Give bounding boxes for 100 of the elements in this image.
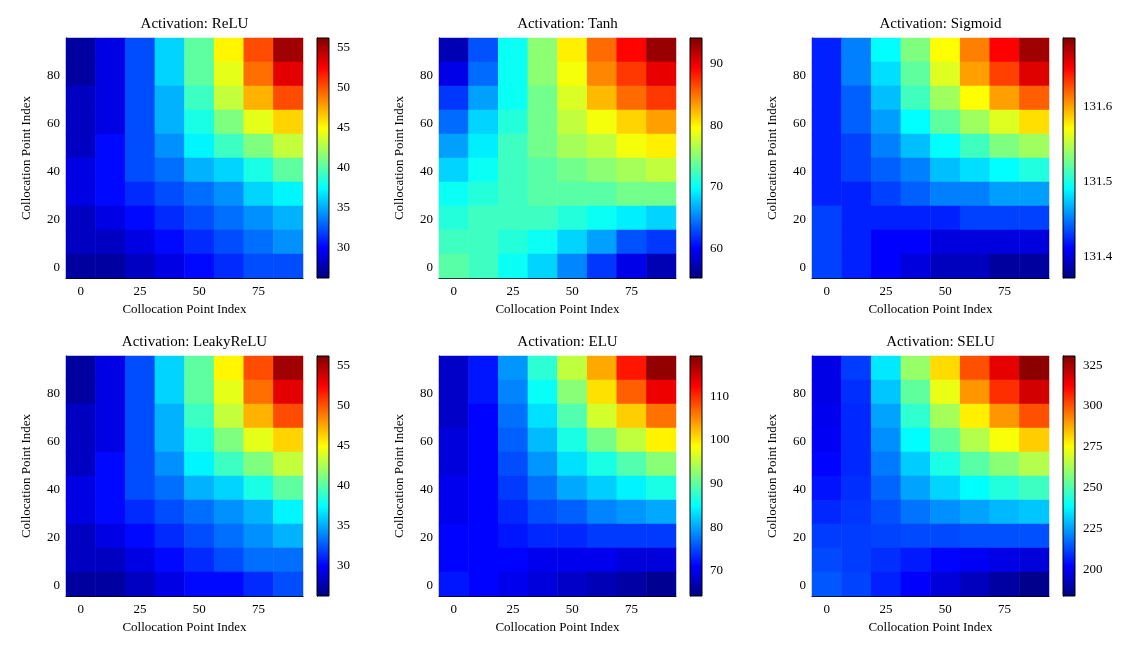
y-tick-label: 40: [420, 480, 433, 496]
x-tick-label: 25: [506, 601, 520, 616]
x-tick-label: 50: [192, 601, 206, 616]
y-tick-label: 60: [793, 432, 806, 448]
color-bar-label: 55: [337, 38, 350, 54]
color-bar-label: 45: [337, 436, 350, 452]
y-tick-label: 60: [47, 114, 60, 130]
x-tick-label: 0: [823, 601, 831, 616]
color-bar-label: 300: [1083, 397, 1103, 413]
x-tick-label: 25: [879, 283, 893, 298]
color-bar-label: 200: [1083, 560, 1103, 576]
color-bar-label: 35: [337, 516, 350, 532]
x-axis-title: Collocation Point Index: [868, 301, 994, 316]
y-tick-label: 20: [420, 528, 433, 544]
x-axis-title: Collocation Point Index: [495, 301, 621, 316]
y-tick-label: 40: [47, 480, 60, 496]
y-tick-label: 40: [793, 162, 806, 178]
y-tick-label: 80: [793, 66, 806, 82]
y-tick-label: 80: [47, 384, 60, 400]
color-bar-label: 50: [337, 396, 350, 412]
x-tick-label: 0: [450, 601, 458, 616]
color-bar-label: 30: [337, 238, 350, 254]
y-tick-label: 40: [420, 162, 433, 178]
color-bar-label: 45: [337, 118, 350, 134]
color-bar-label: 70: [710, 178, 723, 194]
color-bar-label: 131.6: [1083, 98, 1113, 113]
y-tick-label: 0: [426, 258, 433, 274]
y-tick-label: 40: [47, 162, 60, 178]
color-bar-label: 50: [337, 78, 350, 94]
x-tick-label: 25: [879, 601, 893, 616]
color-bar-label: 131.5: [1083, 173, 1113, 188]
x-tick-label: 50: [938, 283, 952, 298]
x-tick-label: 0: [823, 283, 831, 298]
color-bar-label: 70: [710, 562, 723, 578]
y-tick-label: 0: [799, 258, 806, 274]
y-tick-label: 60: [420, 114, 433, 130]
y-tick-label: 20: [47, 210, 60, 226]
x-tick-label: 50: [192, 283, 206, 298]
chart-title: Activation: Sigmoid: [879, 14, 1003, 31]
color-bar-label: 325: [1083, 356, 1103, 372]
chart-title: Activation: ELU: [517, 332, 618, 349]
color-bar-label: 275: [1083, 438, 1103, 454]
y-tick-label: 20: [47, 528, 60, 544]
y-tick-label: 80: [793, 384, 806, 400]
y-axis-title: Collocation Point Index: [764, 95, 779, 221]
y-tick-label: 60: [47, 432, 60, 448]
x-axis-title: Collocation Point Index: [495, 619, 621, 634]
chart-title: Activation: LeakyReLU: [121, 332, 268, 349]
x-tick-label: 75: [625, 601, 639, 616]
color-bar-label: 80: [710, 518, 723, 534]
y-tick-label: 20: [420, 210, 433, 226]
x-tick-label: 25: [133, 283, 147, 298]
x-tick-label: 75: [252, 601, 266, 616]
y-tick-label: 80: [47, 66, 60, 82]
y-tick-label: 80: [420, 384, 433, 400]
color-bar-label: 55: [337, 356, 350, 372]
chart-title: Activation: SELU: [886, 332, 996, 349]
x-tick-label: 50: [565, 283, 579, 298]
x-tick-label: 0: [450, 283, 458, 298]
x-tick-label: 0: [77, 601, 85, 616]
y-tick-label: 60: [420, 432, 433, 448]
y-tick-label: 20: [793, 210, 806, 226]
color-bar-label: 90: [710, 475, 723, 491]
x-tick-label: 75: [252, 283, 266, 298]
y-tick-label: 80: [420, 66, 433, 82]
y-tick-label: 40: [793, 480, 806, 496]
x-tick-label: 25: [506, 283, 520, 298]
color-bar-label: 40: [337, 476, 350, 492]
y-tick-label: 60: [793, 114, 806, 130]
x-tick-label: 75: [625, 283, 639, 298]
y-axis-title: Collocation Point Index: [391, 413, 406, 539]
y-axis-title: Collocation Point Index: [18, 413, 33, 539]
color-bar-label: 250: [1083, 479, 1103, 495]
color-bar-label: 90: [710, 55, 723, 71]
chart-title: Activation: ReLU: [140, 14, 249, 31]
color-bar-label: 80: [710, 116, 723, 132]
x-axis-title: Collocation Point Index: [868, 619, 994, 634]
x-tick-label: 50: [565, 601, 579, 616]
x-tick-label: 75: [998, 601, 1012, 616]
color-bar-label: 100: [710, 431, 730, 447]
y-tick-label: 20: [793, 528, 806, 544]
x-axis-title: Collocation Point Index: [122, 301, 248, 316]
x-tick-label: 50: [938, 601, 952, 616]
color-bar-label: 225: [1083, 519, 1103, 535]
color-bar-label: 30: [337, 556, 350, 572]
y-tick-label: 0: [426, 576, 433, 592]
y-axis-title: Collocation Point Index: [391, 95, 406, 221]
x-tick-label: 25: [133, 601, 147, 616]
color-bar-label: 131.4: [1083, 248, 1113, 263]
y-tick-label: 0: [799, 576, 806, 592]
color-bar-label: 35: [337, 198, 350, 214]
x-tick-label: 0: [77, 283, 85, 298]
chart-title: Activation: Tanh: [517, 14, 619, 31]
x-axis-title: Collocation Point Index: [122, 619, 248, 634]
color-bar-label: 40: [337, 158, 350, 174]
color-bar-label: 110: [710, 387, 730, 403]
x-tick-label: 75: [998, 283, 1012, 298]
y-axis-title: Collocation Point Index: [764, 413, 779, 539]
y-axis-title: Collocation Point Index: [18, 95, 33, 221]
y-tick-label: 0: [53, 258, 60, 274]
